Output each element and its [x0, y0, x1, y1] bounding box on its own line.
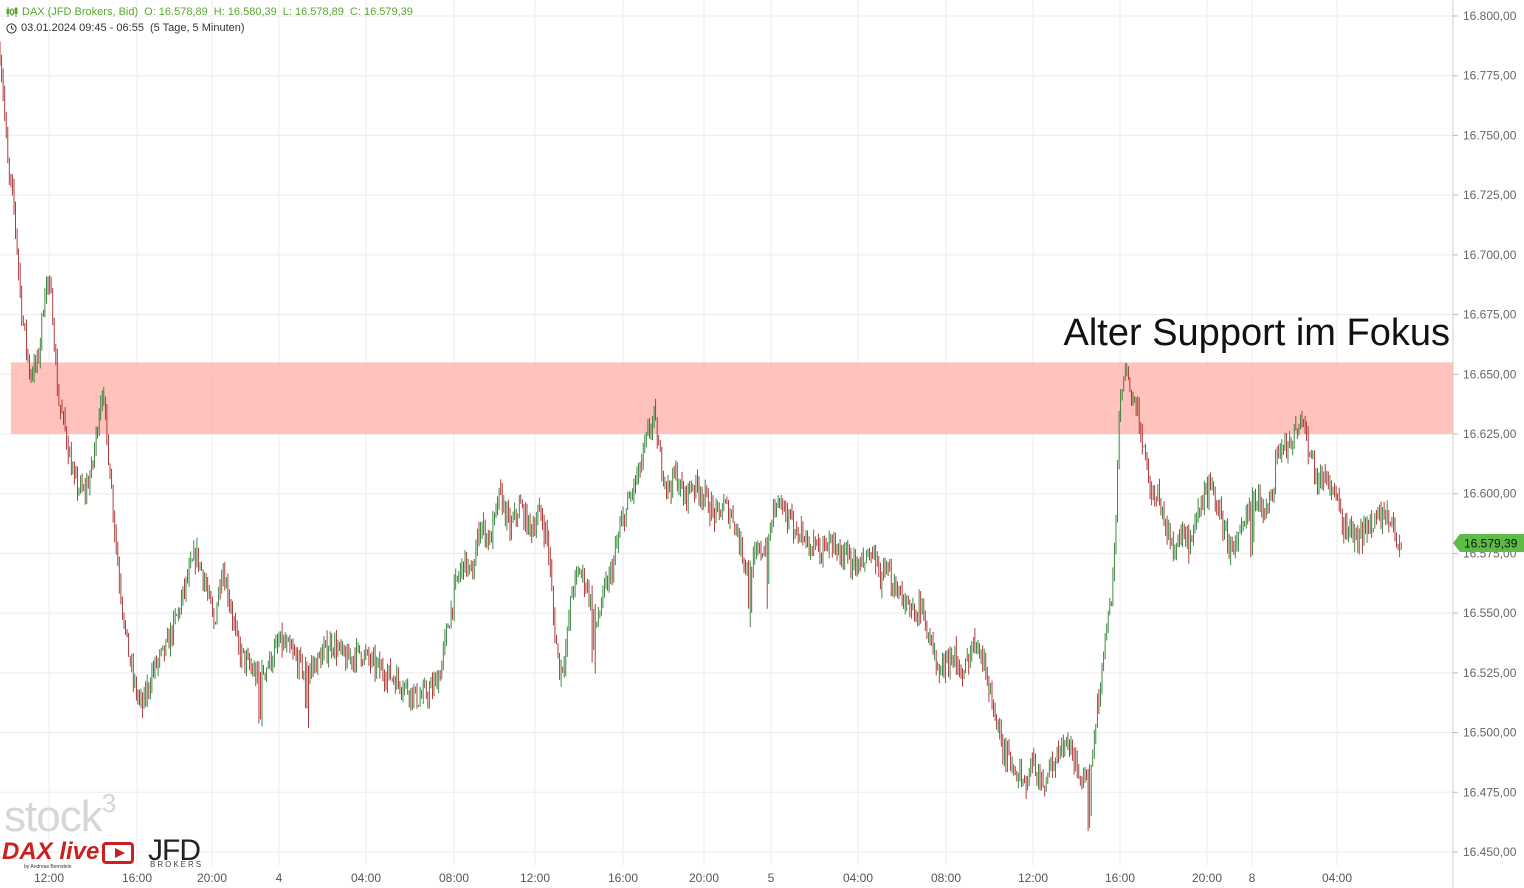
x-tick-label: 12:00: [1018, 871, 1048, 885]
play-icon: [102, 842, 134, 864]
y-tick-label: 16.650,00: [1463, 367, 1517, 381]
x-tick-label: 12:00: [520, 871, 550, 885]
x-tick-label: 16:00: [1105, 871, 1135, 885]
y-tick-label: 16.750,00: [1463, 128, 1517, 142]
y-tick-label: 16.775,00: [1463, 69, 1517, 83]
y-tick-label: 16.625,00: [1463, 427, 1517, 441]
x-tick-label: 5: [768, 871, 775, 885]
y-tick-label: 16.550,00: [1463, 606, 1517, 620]
date-range: 03.01.2024 09:45 - 06:55: [21, 22, 144, 34]
chart-annotation: Alter Support im Fokus: [1063, 312, 1450, 354]
symbol-ohlc-line: DAX (JFD Brokers, Bid) O: 16.578,89 H: 16.…: [6, 6, 419, 18]
y-tick-label: 16.500,00: [1463, 726, 1517, 740]
watermark-sup: 3: [101, 788, 117, 818]
time-range-line: 03.01.2024 09:45 - 06:55 (5 Tage, 5 Minut…: [6, 22, 251, 34]
jfd-logo-text: JFD: [148, 834, 201, 867]
clock-icon: [6, 22, 17, 34]
last-price-marker: 16.579,39: [1453, 533, 1524, 552]
candlestick-icon: [6, 7, 18, 18]
y-tick-label: 16.725,00: [1463, 188, 1517, 202]
x-tick-label: 08:00: [931, 871, 961, 885]
x-tick-label: 08:00: [439, 871, 469, 885]
y-tick-label: 16.700,00: [1463, 248, 1517, 262]
y-tick-label: 16.475,00: [1463, 785, 1517, 799]
daxlive-text: DAX live: [2, 838, 100, 865]
daxlive-byline: by Andreas Bernstein: [24, 864, 72, 870]
price-axis: 16.800,00 16.775,00 16.750,00 16.725,00 16.7…: [1453, 9, 1517, 859]
jfd-logo: JFD BROKERS: [148, 834, 204, 869]
candlestick-series: [0, 41, 1402, 832]
y-tick-label: 16.600,00: [1463, 487, 1517, 501]
y-tick-label: 16.800,00: [1463, 9, 1517, 23]
x-tick-label: 20:00: [197, 871, 227, 885]
x-tick-label: 12:00: [34, 871, 64, 885]
close-value: C: 16.579,39: [349, 6, 413, 18]
x-tick-label: 04:00: [1322, 871, 1352, 885]
watermark-text: stock: [4, 792, 103, 841]
x-tick-label: 16:00: [608, 871, 638, 885]
x-tick-label: 8: [1249, 871, 1256, 885]
x-tick-label: 20:00: [689, 871, 719, 885]
stock3-watermark: stock3: [4, 788, 116, 842]
period-label: (5 Tage, 5 Minuten): [149, 22, 245, 34]
symbol-name: DAX (JFD Brokers, Bid): [22, 6, 139, 18]
support-zone: [11, 362, 1453, 434]
open-value: O: 16.578,89: [144, 6, 208, 18]
x-tick-label: 20:00: [1192, 871, 1222, 885]
y-tick-label: 16.525,00: [1463, 666, 1517, 680]
jfd-logo-sub: BROKERS: [150, 860, 204, 869]
x-tick-label: 04:00: [351, 871, 381, 885]
y-tick-label: 16.675,00: [1463, 308, 1517, 322]
last-price-tag: [1453, 533, 1524, 552]
y-tick-label: 16.450,00: [1463, 845, 1517, 859]
x-tick-label: 16:00: [122, 871, 152, 885]
high-value: H: 16.580,39: [213, 6, 277, 18]
last-price-label: 16.579,39: [1464, 536, 1518, 550]
time-axis: 12:00 16:00 20:00 4 04:00 08:00 12:00 16:00 20:0…: [34, 871, 1352, 885]
low-value: L: 16.578,89: [282, 6, 344, 18]
daxlive-logo: DAX live by Andreas Bernstein: [2, 838, 142, 872]
x-tick-label: 4: [276, 871, 283, 885]
x-tick-label: 04:00: [843, 871, 873, 885]
